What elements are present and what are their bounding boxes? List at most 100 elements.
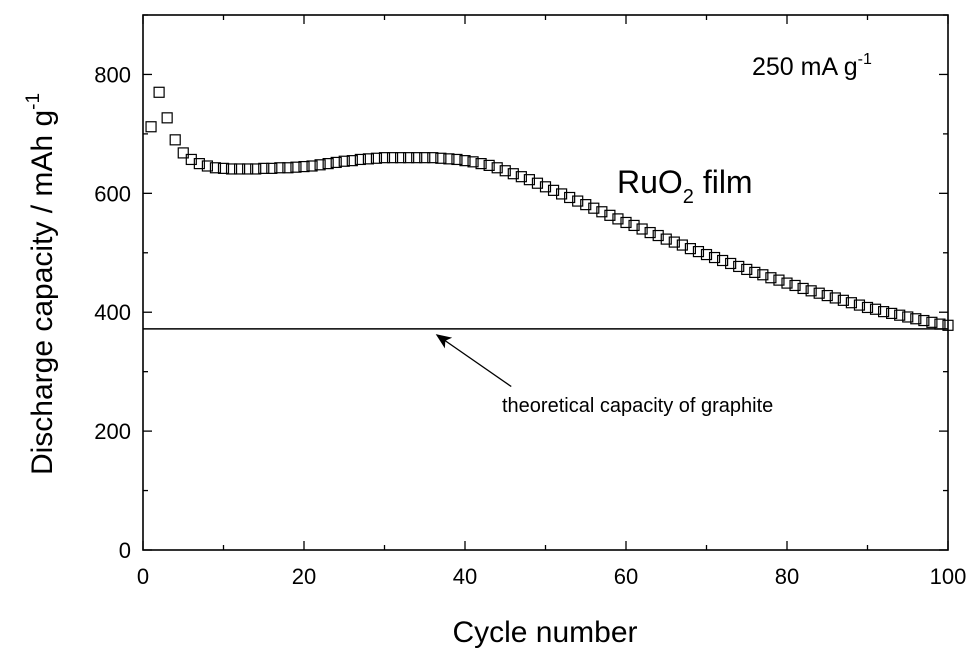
data-point <box>443 153 455 165</box>
series-label-rest: film <box>694 164 753 200</box>
data-point <box>894 309 906 321</box>
data-point <box>201 160 213 172</box>
data-point <box>370 152 383 164</box>
data-point <box>403 152 415 164</box>
data-point <box>773 274 785 286</box>
data-point <box>620 216 632 229</box>
data-point <box>362 153 374 165</box>
data-point <box>725 257 737 270</box>
series-label-subscript: 2 <box>683 186 694 208</box>
data-point <box>741 263 753 276</box>
data-point <box>821 289 833 302</box>
data-point <box>266 162 278 174</box>
data-point <box>185 153 197 166</box>
data-point <box>644 226 656 239</box>
data-point <box>250 163 262 175</box>
data-point <box>612 213 624 225</box>
data-point <box>765 272 777 284</box>
series-label-main: RuO <box>617 164 683 200</box>
data-point <box>475 158 487 170</box>
data-point <box>555 188 568 200</box>
data-point <box>861 301 874 314</box>
data-point <box>427 152 439 164</box>
data-point <box>676 239 688 251</box>
data-point <box>153 86 165 98</box>
y-tick-label: 800 <box>94 62 131 87</box>
y-axis-title: Discharge capacity / mAh g-1 <box>23 93 59 475</box>
data-point <box>636 223 648 235</box>
data-point <box>338 155 350 167</box>
data-point <box>668 236 680 248</box>
data-point <box>274 162 286 174</box>
data-point <box>596 206 608 218</box>
data-point <box>177 147 189 159</box>
current-density-label: 250 mA g-1 <box>752 51 872 81</box>
data-point <box>507 168 519 180</box>
data-point <box>781 277 793 289</box>
data-point <box>306 160 318 172</box>
axis-ticks <box>142 14 949 551</box>
data-point <box>797 282 809 295</box>
data-point <box>242 163 254 175</box>
data-point <box>378 152 391 164</box>
data-point <box>451 153 463 166</box>
data-point <box>346 155 358 167</box>
plot-frame <box>142 14 949 551</box>
data-point <box>749 266 761 278</box>
data-point <box>588 202 600 214</box>
data-point <box>531 177 544 189</box>
data-point <box>652 229 664 242</box>
data-point <box>918 314 930 327</box>
x-tick-label: 40 <box>453 564 477 589</box>
data-point <box>716 254 729 267</box>
y-tick-label: 400 <box>94 300 131 325</box>
data-point <box>877 306 890 318</box>
data-point <box>564 191 576 204</box>
data-point <box>419 152 431 164</box>
data-point <box>515 171 527 183</box>
data-point <box>491 162 503 174</box>
y-tick-label: 0 <box>119 538 131 563</box>
data-point <box>926 316 938 328</box>
y-tick-label: 600 <box>94 181 131 206</box>
data-point <box>845 297 858 309</box>
data-point <box>805 285 817 297</box>
data-point <box>234 163 246 175</box>
data-point <box>258 162 270 174</box>
y-tick-labels: 0 200 400 600 800 <box>94 62 131 563</box>
current-density-exponent: -1 <box>858 51 872 68</box>
series-points <box>145 86 954 331</box>
y-axis-title-exponent: -1 <box>23 93 44 110</box>
data-point <box>789 279 801 292</box>
data-point <box>572 195 584 207</box>
annotation-arrow <box>435 334 512 388</box>
annotation-theoretical-capacity: theoretical capacity of graphite <box>502 395 773 417</box>
data-point <box>354 153 366 166</box>
data-point <box>604 209 616 221</box>
data-point <box>869 303 882 315</box>
x-tick-labels: 0 20 40 60 80 100 <box>137 564 966 589</box>
data-point <box>692 245 705 258</box>
current-density-text: 250 mA g <box>752 53 858 81</box>
data-point <box>161 112 173 124</box>
data-point <box>700 248 713 261</box>
x-tick-label: 100 <box>930 564 967 589</box>
data-point <box>290 161 302 173</box>
data-point <box>314 159 326 171</box>
data-point <box>660 233 672 245</box>
data-point <box>684 243 697 255</box>
data-point <box>193 158 205 170</box>
data-point <box>483 159 495 171</box>
data-point <box>467 156 479 168</box>
data-point <box>628 219 640 232</box>
x-tick-label: 20 <box>292 564 316 589</box>
data-point <box>886 307 898 320</box>
data-point <box>829 292 841 304</box>
y-axis-title-text: Discharge capacity / mAh g <box>26 110 59 475</box>
data-point <box>853 299 866 311</box>
data-point <box>435 152 447 164</box>
data-point <box>459 155 471 167</box>
data-point <box>217 162 230 174</box>
y-tick-label: 200 <box>94 419 131 444</box>
